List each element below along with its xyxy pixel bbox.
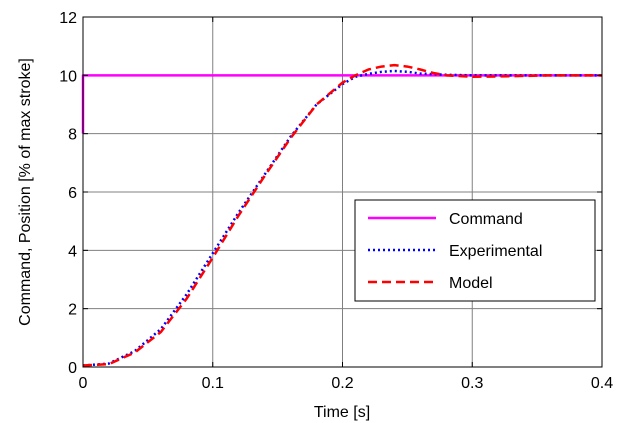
x-axis-label: Time [s]: [314, 404, 370, 421]
y-tick-label: 0: [68, 360, 77, 377]
y-tick-label: 12: [59, 10, 77, 27]
x-tick-label: 0.2: [331, 375, 353, 392]
legend: Command Experimental Model: [354, 199, 596, 302]
series-line-experimental: [82, 69, 602, 367]
legend-label-command: Command: [449, 211, 523, 228]
series-line-model: [82, 63, 602, 367]
y-tick-label: 6: [68, 185, 77, 202]
x-tick-label: 0.4: [591, 375, 613, 392]
y-tick-label: 10: [59, 68, 77, 85]
x-tick-label: 0: [79, 375, 88, 392]
y-tick-label: 4: [68, 243, 77, 260]
y-tick-label: 8: [68, 127, 77, 144]
legend-label-model: Model: [449, 275, 493, 292]
x-tick-label: 0.1: [202, 375, 224, 392]
axis-ticks: 0 0.1 0.2 0.3 0.4 0 2 4 6 8 10 12: [59, 10, 613, 392]
y-axis-label: Command, Position [% of max stroke]: [17, 58, 34, 326]
legend-label-experimental: Experimental: [449, 243, 542, 260]
y-tick-label: 2: [68, 302, 77, 319]
x-tick-label: 0.3: [461, 375, 483, 392]
